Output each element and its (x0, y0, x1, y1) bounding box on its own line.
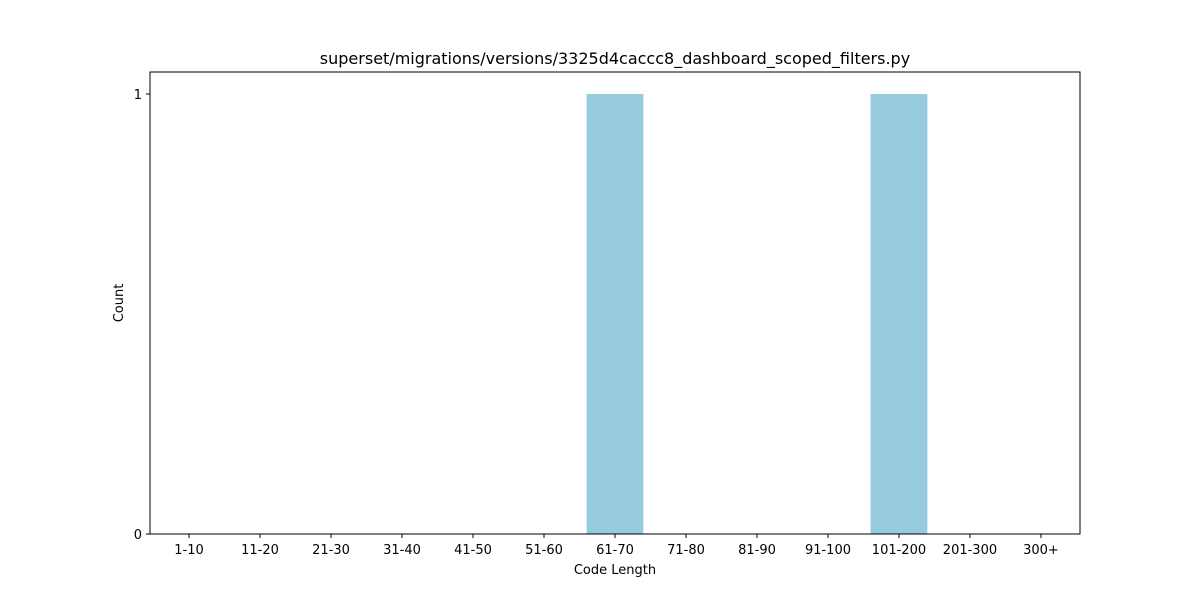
x-tick-label: 51-60 (525, 543, 563, 558)
x-tick-label: 101-200 (872, 543, 926, 558)
x-tick-label: 41-50 (454, 543, 492, 558)
x-tick-label: 21-30 (312, 543, 350, 558)
y-axis-label: Count (112, 284, 127, 323)
x-tick-label: 31-40 (383, 543, 421, 558)
x-tick-label: 11-20 (241, 543, 279, 558)
bar-61-70 (586, 94, 644, 534)
bar-101-200 (870, 94, 928, 534)
bars-layer (586, 94, 928, 534)
x-tick-label: 201-300 (943, 543, 997, 558)
y-axis-ticks: 01 (134, 88, 150, 543)
x-tick-label: 81-90 (738, 543, 776, 558)
x-tick-label: 61-70 (596, 543, 634, 558)
x-tick-label: 71-80 (667, 543, 705, 558)
x-axis-label: Code Length (574, 563, 656, 578)
y-tick-label: 1 (134, 88, 142, 103)
chart-title: superset/migrations/versions/3325d4caccc… (320, 49, 910, 69)
y-tick-label: 0 (134, 528, 142, 543)
x-tick-label: 1-10 (174, 543, 204, 558)
x-axis-ticks: 1-10 11-20 21-30 31-40 41-50 51-60 61-70 71-80 8… (174, 534, 1059, 558)
x-tick-label: 300+ (1023, 543, 1059, 558)
x-tick-label: 91-100 (805, 543, 851, 558)
